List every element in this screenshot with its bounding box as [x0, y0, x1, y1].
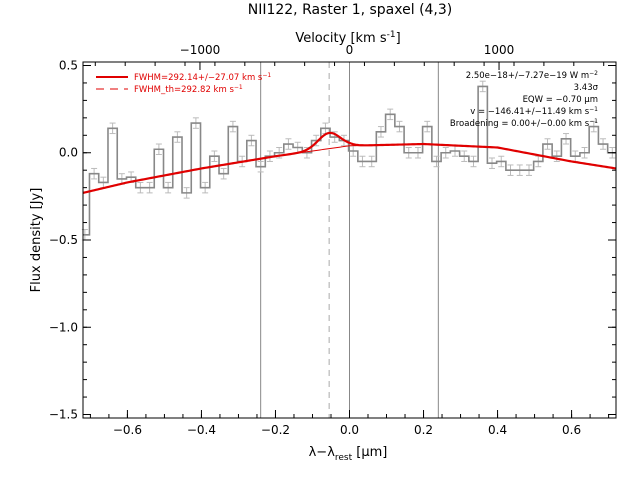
annotation-significance: 3.43σ: [574, 83, 599, 93]
annotation-eqw: EQW = −0.70 μm: [523, 95, 598, 105]
reference-lines: [260, 62, 439, 418]
top-tick-label: 1000: [484, 43, 515, 57]
top-tick-label: −1000: [180, 43, 221, 57]
annotation-flux: 2.50e−18+/−7.27e−19 W m−2: [466, 70, 598, 81]
x-tick-label: 0.2: [414, 423, 433, 437]
fit-annotations: 2.50e−18+/−7.27e−19 W m−2 3.43σ EQW = −0…: [450, 70, 599, 129]
x-tick-label: −0.6: [113, 423, 142, 437]
y-axis-label: Flux density [Jy]: [29, 188, 44, 293]
top-tick-label: 0: [346, 43, 354, 57]
x-tick-label: −0.4: [187, 423, 216, 437]
top-axis-label: Velocity [km s-1]: [295, 30, 400, 46]
annotation-velocity: v = −146.41+/−11.49 km s−1: [470, 106, 598, 117]
y-tick-label: −1.5: [49, 408, 78, 422]
x-axis-label: λ−λrest [μm]: [309, 445, 388, 463]
y-tick-label: −0.5: [49, 233, 78, 247]
x-tick-label: 0.0: [340, 423, 359, 437]
x-tick-label: 0.4: [488, 423, 507, 437]
y-axis-ticks: −1.5 −1.0 −0.5 0.0 0.5: [49, 58, 616, 422]
x-axis-ticks: −0.6 −0.4 −0.2 0.0 0.2 0.4 0.6: [89, 410, 610, 437]
annotation-broadening: Broadening = 0.00+/−0.00 km s−1: [450, 118, 598, 129]
data-step-series: [83, 85, 616, 236]
legend: FWHM=292.14+/−27.07 km s−1 FWHM_th=292.8…: [96, 72, 271, 95]
y-tick-label: 0.0: [59, 146, 78, 160]
error-bars: [81, 80, 616, 241]
y-tick-label: −1.0: [49, 320, 78, 334]
chart-title: NII122, Raster 1, spaxel (4,3): [248, 2, 453, 18]
legend-entry-fwhm-th: FWHM_th=292.82 km s−1: [134, 84, 243, 95]
y-tick-label: 0.5: [59, 58, 78, 72]
legend-entry-fwhm: FWHM=292.14+/−27.07 km s−1: [134, 72, 271, 83]
x-tick-label: −0.2: [261, 423, 290, 437]
line-fit-curve: [82, 131, 617, 194]
x-tick-label: 0.6: [562, 423, 581, 437]
